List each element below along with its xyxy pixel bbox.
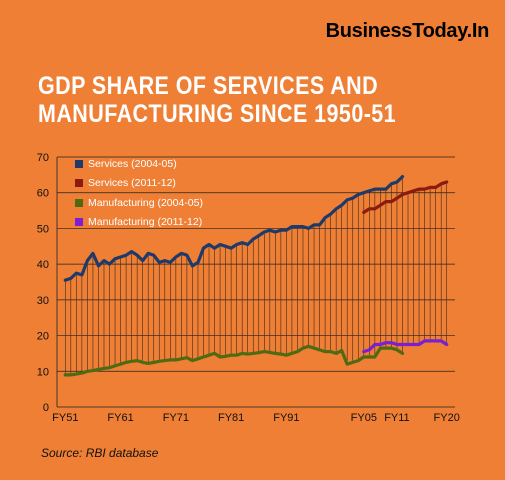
x-tick-label-fy05: FY05: [351, 412, 377, 424]
chart-title-line-1: GDP SHARE OF SERVICES AND: [38, 72, 379, 100]
y-tick-label-10: 10: [37, 366, 49, 378]
y-tick-label-0: 0: [43, 402, 49, 414]
x-tick-label-fy91: FY91: [273, 412, 299, 424]
brand-logo: BusinessToday.In: [325, 20, 490, 42]
x-tick-label-fy81: FY81: [218, 412, 244, 424]
legend-item-manufacturing-2004: Manufacturing (2004-05): [75, 193, 203, 213]
legend-swatch-services-2011: [75, 179, 83, 188]
chart-title: GDP SHARE OF SERVICES AND MANUFACTURING …: [38, 72, 416, 128]
source-note: Source: RBI database: [41, 446, 159, 460]
series-line-services-2004: [63, 175, 405, 282]
x-tick-label-fy71: FY71: [163, 412, 189, 424]
legend-label-manufacturing-2011: Manufacturing (2011-12): [88, 216, 203, 229]
legend-item-services-2004: Services (2004-05): [75, 154, 203, 174]
y-tick-label-50: 50: [37, 223, 49, 235]
x-tick-label-fy61: FY61: [107, 412, 133, 424]
legend-label-services-2011: Services (2011-12): [88, 177, 176, 190]
y-tick-label-20: 20: [37, 331, 49, 343]
legend-item-services-2011: Services (2011-12): [75, 174, 203, 194]
y-tick-label-30: 30: [37, 295, 49, 307]
series-line-manufacturing-2011: [362, 339, 449, 354]
chart-title-line-2: MANUFACTURING SINCE 1950-51: [38, 100, 397, 128]
x-tick-label-fy51: FY51: [52, 412, 78, 424]
y-tick-label-70: 70: [37, 152, 49, 164]
x-tick-label-fy11: FY11: [384, 412, 409, 424]
legend-label-manufacturing-2004: Manufacturing (2004-05): [88, 196, 203, 209]
series-line-manufacturing-2004: [63, 344, 405, 377]
x-tick-label-fy20: FY20: [434, 412, 460, 424]
legend-swatch-manufacturing-2011: [75, 218, 83, 227]
chart-legend: Services (2004-05) Services (2011-12) Ma…: [75, 154, 203, 232]
legend-item-manufacturing-2011: Manufacturing (2011-12): [75, 213, 203, 233]
y-tick-label-60: 60: [37, 188, 49, 200]
legend-label-services-2004: Services (2004-05): [88, 157, 177, 170]
legend-swatch-services-2004: [75, 159, 83, 168]
series-line-services-2011: [362, 180, 449, 214]
legend-swatch-manufacturing-2004: [75, 198, 83, 207]
y-tick-label-40: 40: [37, 259, 49, 271]
